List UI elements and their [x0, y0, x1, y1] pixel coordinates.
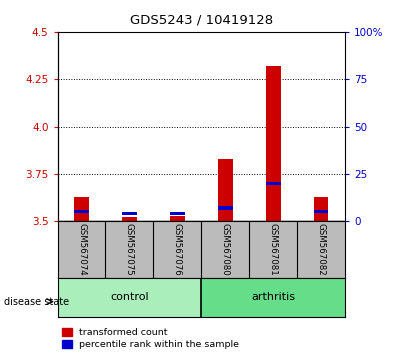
- Text: GDS5243 / 10419128: GDS5243 / 10419128: [130, 13, 273, 27]
- Text: control: control: [110, 292, 149, 302]
- Bar: [314, 196, 328, 221]
- Bar: [314, 210, 328, 213]
- Text: GSM567074: GSM567074: [77, 223, 86, 276]
- Bar: [170, 216, 185, 221]
- Text: GSM567082: GSM567082: [317, 223, 326, 276]
- Bar: [122, 212, 136, 215]
- Bar: [201, 278, 345, 317]
- Text: GSM567080: GSM567080: [221, 223, 230, 276]
- Legend: transformed count, percentile rank within the sample: transformed count, percentile rank withi…: [62, 328, 239, 349]
- Text: arthritis: arthritis: [251, 292, 296, 302]
- Bar: [58, 278, 201, 317]
- Bar: [266, 182, 280, 185]
- Bar: [122, 217, 136, 221]
- Text: GSM567075: GSM567075: [125, 223, 134, 276]
- Bar: [218, 206, 233, 210]
- Text: disease state: disease state: [4, 297, 69, 307]
- Bar: [218, 159, 233, 221]
- Text: GSM567076: GSM567076: [173, 223, 182, 276]
- Bar: [74, 210, 89, 213]
- Bar: [74, 196, 89, 221]
- Bar: [170, 212, 185, 215]
- Bar: [266, 66, 280, 221]
- Text: GSM567081: GSM567081: [269, 223, 278, 276]
